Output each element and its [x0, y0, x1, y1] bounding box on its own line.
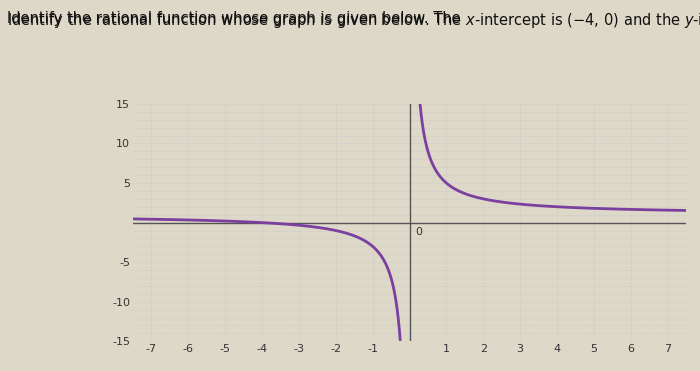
- Text: Identify the rational function whose graph is given below. The $x$-intercept is : Identify the rational function whose gra…: [7, 11, 700, 30]
- Text: Identify the rational function whose graph is given below. The: Identify the rational function whose gra…: [7, 11, 466, 26]
- Text: 0: 0: [415, 227, 422, 237]
